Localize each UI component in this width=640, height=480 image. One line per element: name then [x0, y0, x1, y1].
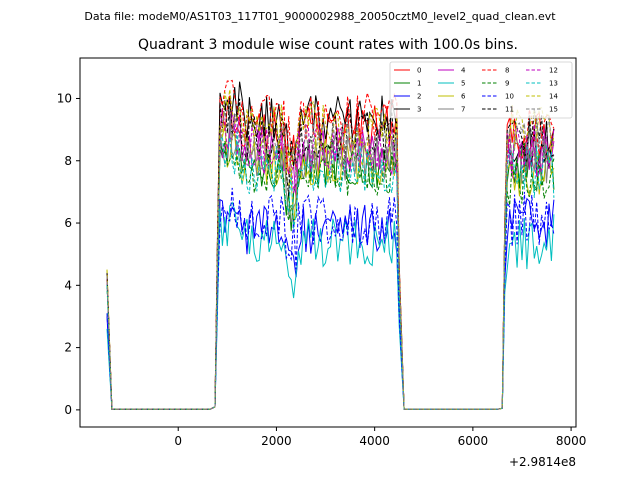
x-tick-label: 4000 [359, 434, 390, 448]
y-tick-label: 8 [64, 154, 72, 168]
legend-label-14: 14 [549, 93, 558, 101]
legend-label-12: 12 [549, 67, 558, 75]
y-tick-label: 2 [64, 341, 72, 355]
chart-title: Quadrant 3 module wise count rates with … [138, 37, 518, 53]
legend-label-0: 0 [417, 67, 421, 75]
series-line-14 [106, 89, 555, 410]
legend-label-15: 15 [549, 106, 558, 114]
legend-label-6: 6 [461, 93, 466, 101]
legend-label-10: 10 [505, 93, 514, 101]
y-tick-label: 6 [64, 216, 72, 230]
legend-label-7: 7 [461, 106, 465, 114]
axes-frame [79, 57, 577, 428]
legend-label-5: 5 [461, 80, 465, 88]
x-axis: 0 2000 4000 6000 8000 [174, 427, 586, 448]
y-tick-label: 10 [57, 91, 72, 105]
x-tick-label: 0 [174, 434, 182, 448]
legend-label-11: 11 [505, 106, 514, 114]
y-tick-label: 4 [64, 278, 72, 292]
legend-label-2: 2 [417, 93, 421, 101]
legend-label-13: 13 [549, 80, 558, 88]
x-tick-label: 8000 [556, 434, 587, 448]
legend-label-8: 8 [505, 67, 509, 75]
series-layer [106, 79, 555, 410]
legend-label-3: 3 [417, 106, 421, 114]
x-tick-label: 6000 [458, 434, 489, 448]
legend-label-1: 1 [417, 80, 421, 88]
y-axis: 0 2 4 6 8 10 [57, 91, 80, 417]
legend-box [389, 61, 573, 119]
y-tick-label: 0 [64, 403, 72, 417]
legend-label-9: 9 [505, 80, 509, 88]
series-line-15 [106, 108, 555, 410]
x-tick-label: 2000 [261, 434, 292, 448]
legend-label-4: 4 [461, 67, 466, 75]
suptitle: Data file: modeM0/AS1T03_117T01_90000029… [84, 10, 556, 23]
x-offset-label: +2.9814e8 [509, 455, 576, 469]
